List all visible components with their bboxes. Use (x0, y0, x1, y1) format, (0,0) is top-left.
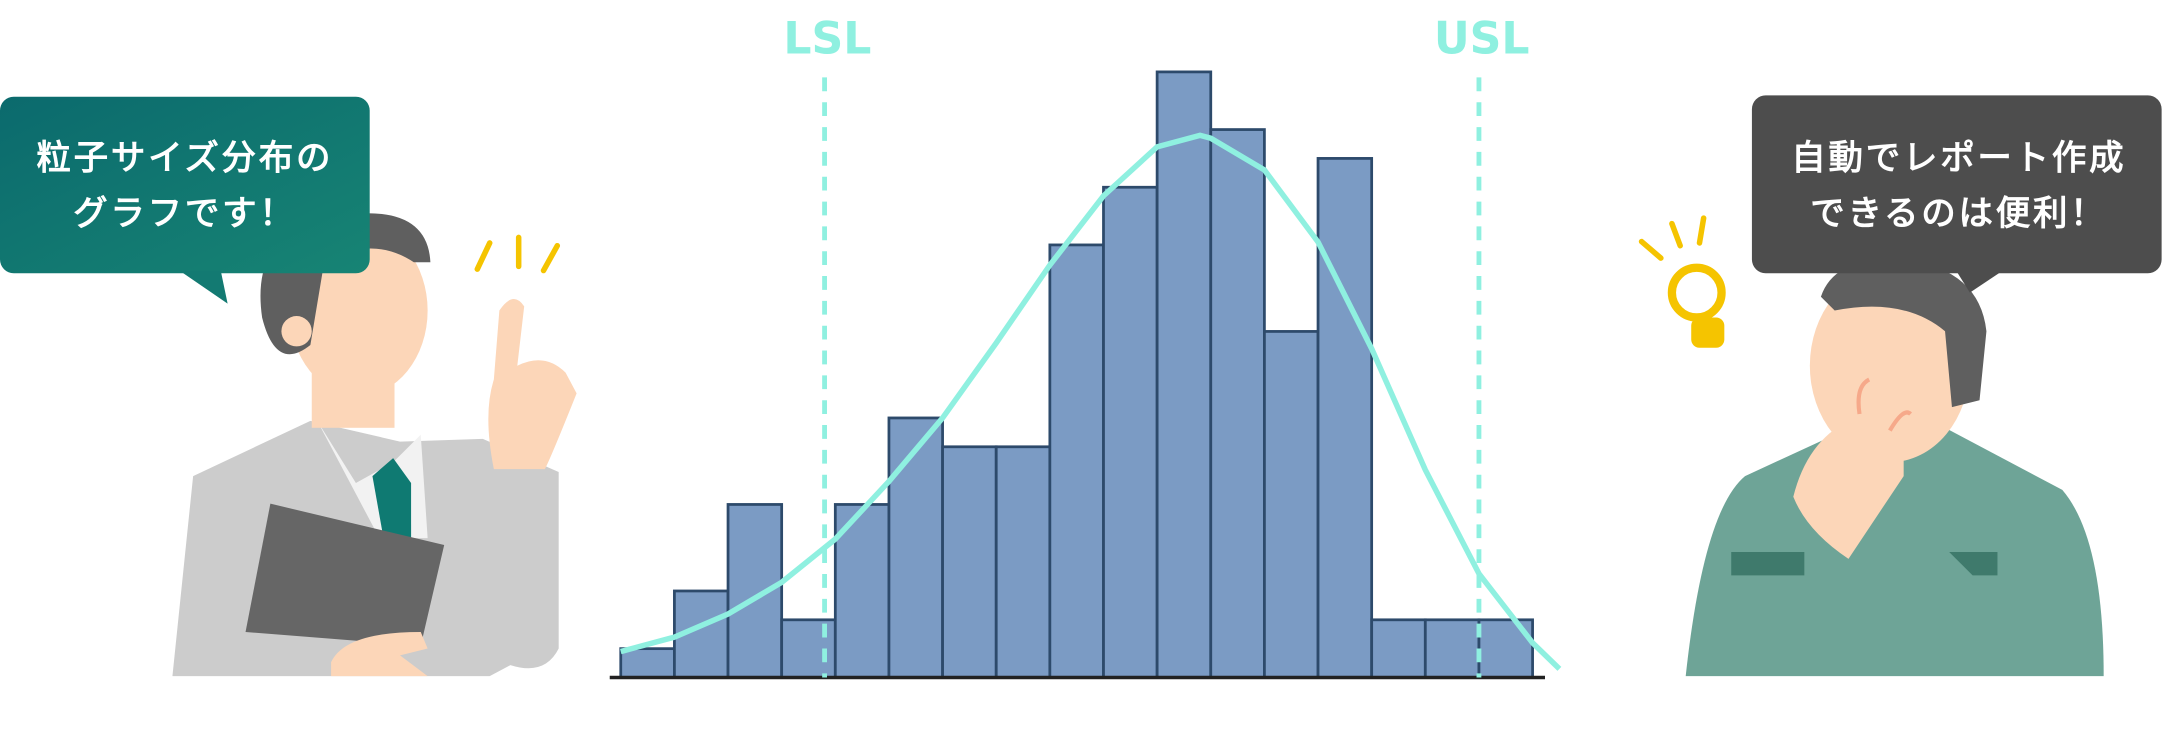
bar (619, 647, 676, 679)
bar (1263, 330, 1320, 679)
right-person (1638, 215, 2104, 677)
left-person (172, 213, 577, 677)
bar (1370, 618, 1427, 679)
bar (1102, 185, 1159, 679)
bar (726, 503, 784, 679)
fit-curve (620, 132, 1562, 671)
bubble-text: グラフです！ (73, 194, 296, 234)
bubble-text: 粒子サイズ分布の (36, 139, 333, 179)
bubble-text: できるのは便利！ (1810, 194, 2107, 234)
bubble-text: 自動でレポート作成 (1791, 139, 2126, 179)
left-bubble: 粒子サイズ分布の グラフです！ (0, 96, 370, 304)
bar (1316, 157, 1374, 679)
bar (887, 416, 944, 679)
bar (833, 503, 891, 679)
bar (1209, 128, 1266, 679)
histogram-chart: LSL USL (609, 14, 1562, 680)
bar (1423, 618, 1481, 679)
bar (780, 618, 837, 679)
right-bubble: 自動でレポート作成 できるのは便利！ (1751, 95, 2162, 293)
spec-limit-label: USL (1434, 14, 1530, 65)
bar (1155, 70, 1213, 679)
bar (941, 445, 998, 679)
bar (1048, 243, 1105, 679)
spec-limit-label: LSL (783, 14, 871, 65)
bar (994, 445, 1052, 679)
